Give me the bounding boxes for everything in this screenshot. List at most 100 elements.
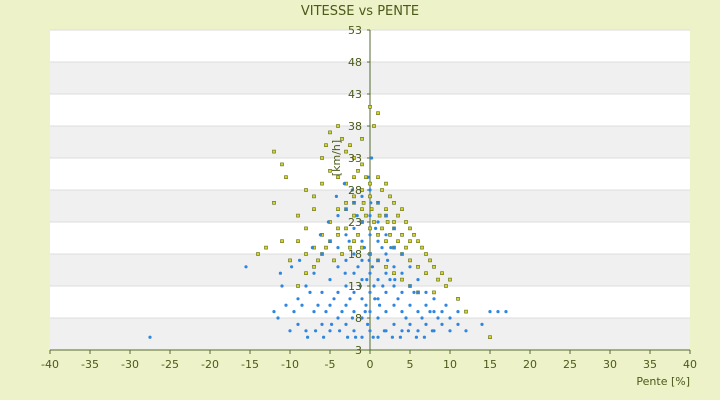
- data-point-yellow: [456, 296, 460, 301]
- data-point-blue: [347, 239, 351, 243]
- data-point-blue: [368, 252, 372, 256]
- data-point-yellow: [440, 271, 444, 276]
- data-point-blue: [344, 207, 348, 211]
- data-point-yellow: [400, 277, 404, 282]
- data-point-blue: [376, 316, 380, 320]
- x-tick-label: -5: [325, 358, 336, 371]
- data-point-blue: [376, 201, 380, 205]
- y-tick-label: 43: [348, 88, 362, 101]
- data-point-yellow: [385, 220, 390, 224]
- data-point-blue: [392, 284, 396, 288]
- x-tick-label: -35: [81, 358, 99, 371]
- data-point-blue: [280, 284, 284, 288]
- data-point-blue: [384, 271, 388, 275]
- data-point-blue: [432, 297, 436, 301]
- x-tick-label: -10: [281, 358, 299, 371]
- data-point-blue: [278, 271, 282, 275]
- data-point-yellow: [448, 277, 452, 282]
- y-tick-label: 23: [348, 216, 362, 229]
- data-point-yellow: [408, 226, 412, 231]
- data-point-blue: [408, 284, 412, 288]
- data-point-yellow: [396, 239, 400, 243]
- data-point-blue: [276, 316, 280, 320]
- x-tick-label: -20: [201, 358, 219, 371]
- data-point-yellow: [368, 181, 372, 186]
- y-tick-label: 3: [355, 344, 362, 357]
- data-point-blue: [496, 310, 500, 314]
- data-point-blue: [408, 322, 412, 326]
- data-point-yellow: [296, 213, 300, 218]
- data-point-blue: [244, 265, 248, 269]
- data-point-blue: [344, 233, 348, 237]
- data-point-blue: [290, 265, 294, 269]
- y-tick-label: 38: [348, 120, 362, 133]
- data-point-blue: [336, 246, 340, 250]
- data-point-blue: [328, 278, 332, 282]
- data-point-yellow: [340, 137, 344, 141]
- data-point-blue: [464, 329, 468, 333]
- data-point-yellow: [336, 233, 340, 237]
- data-point-yellow: [368, 194, 372, 199]
- data-point-blue: [384, 252, 388, 256]
- data-point-blue: [350, 316, 354, 320]
- data-point-blue: [312, 271, 316, 275]
- data-point-yellow: [348, 245, 352, 250]
- data-point-blue: [288, 329, 292, 333]
- data-point-yellow: [420, 245, 424, 250]
- data-point-yellow: [344, 149, 348, 154]
- data-point-blue: [416, 310, 420, 314]
- data-point-blue: [376, 258, 380, 262]
- data-point-blue: [380, 246, 384, 250]
- data-point-yellow: [344, 226, 348, 231]
- data-point-blue: [360, 297, 364, 301]
- data-point-yellow: [328, 169, 332, 173]
- data-point-blue: [366, 175, 370, 179]
- x-tick-label: 25: [563, 358, 577, 371]
- data-point-blue: [369, 201, 373, 205]
- data-point-yellow: [404, 245, 408, 250]
- data-point-yellow: [336, 124, 340, 128]
- data-point-blue: [393, 278, 397, 282]
- data-point-blue: [300, 303, 304, 307]
- data-point-blue: [376, 335, 380, 339]
- data-point-yellow: [328, 130, 332, 135]
- data-point-blue: [488, 310, 492, 314]
- data-point-blue: [343, 271, 347, 275]
- data-point-blue: [352, 226, 356, 230]
- data-point-blue: [338, 329, 342, 333]
- data-point-yellow: [336, 175, 340, 179]
- data-point-yellow: [304, 252, 308, 256]
- data-point-blue: [424, 303, 428, 307]
- data-point-blue: [336, 265, 340, 269]
- data-point-blue: [480, 322, 484, 326]
- data-point-yellow: [388, 233, 392, 237]
- data-point-blue: [344, 322, 348, 326]
- data-point-yellow: [392, 201, 396, 205]
- data-point-blue: [376, 297, 380, 301]
- data-point-blue: [372, 284, 376, 288]
- data-point-yellow: [432, 264, 436, 269]
- data-point-yellow: [376, 175, 380, 179]
- data-point-yellow: [312, 194, 316, 199]
- data-point-blue: [428, 310, 432, 314]
- data-point-blue: [368, 290, 372, 294]
- data-point-yellow: [332, 258, 336, 263]
- data-point-blue: [296, 322, 300, 326]
- data-point-blue: [360, 258, 364, 262]
- data-point-blue: [406, 329, 410, 333]
- data-point-blue: [328, 329, 332, 333]
- data-point-blue: [292, 310, 296, 314]
- data-point-blue: [326, 220, 330, 224]
- x-tick-label: 35: [643, 358, 657, 371]
- y-axis-title: [km/h]: [330, 140, 343, 176]
- data-point-blue: [342, 182, 346, 186]
- data-point-blue: [381, 284, 385, 288]
- data-point-blue: [368, 188, 372, 192]
- data-point-blue: [400, 290, 404, 294]
- data-point-yellow: [392, 220, 396, 224]
- data-point-blue: [320, 252, 324, 256]
- data-point-blue: [320, 322, 324, 326]
- data-point-blue: [368, 310, 372, 314]
- data-point-blue: [384, 233, 388, 237]
- data-point-yellow: [372, 124, 376, 128]
